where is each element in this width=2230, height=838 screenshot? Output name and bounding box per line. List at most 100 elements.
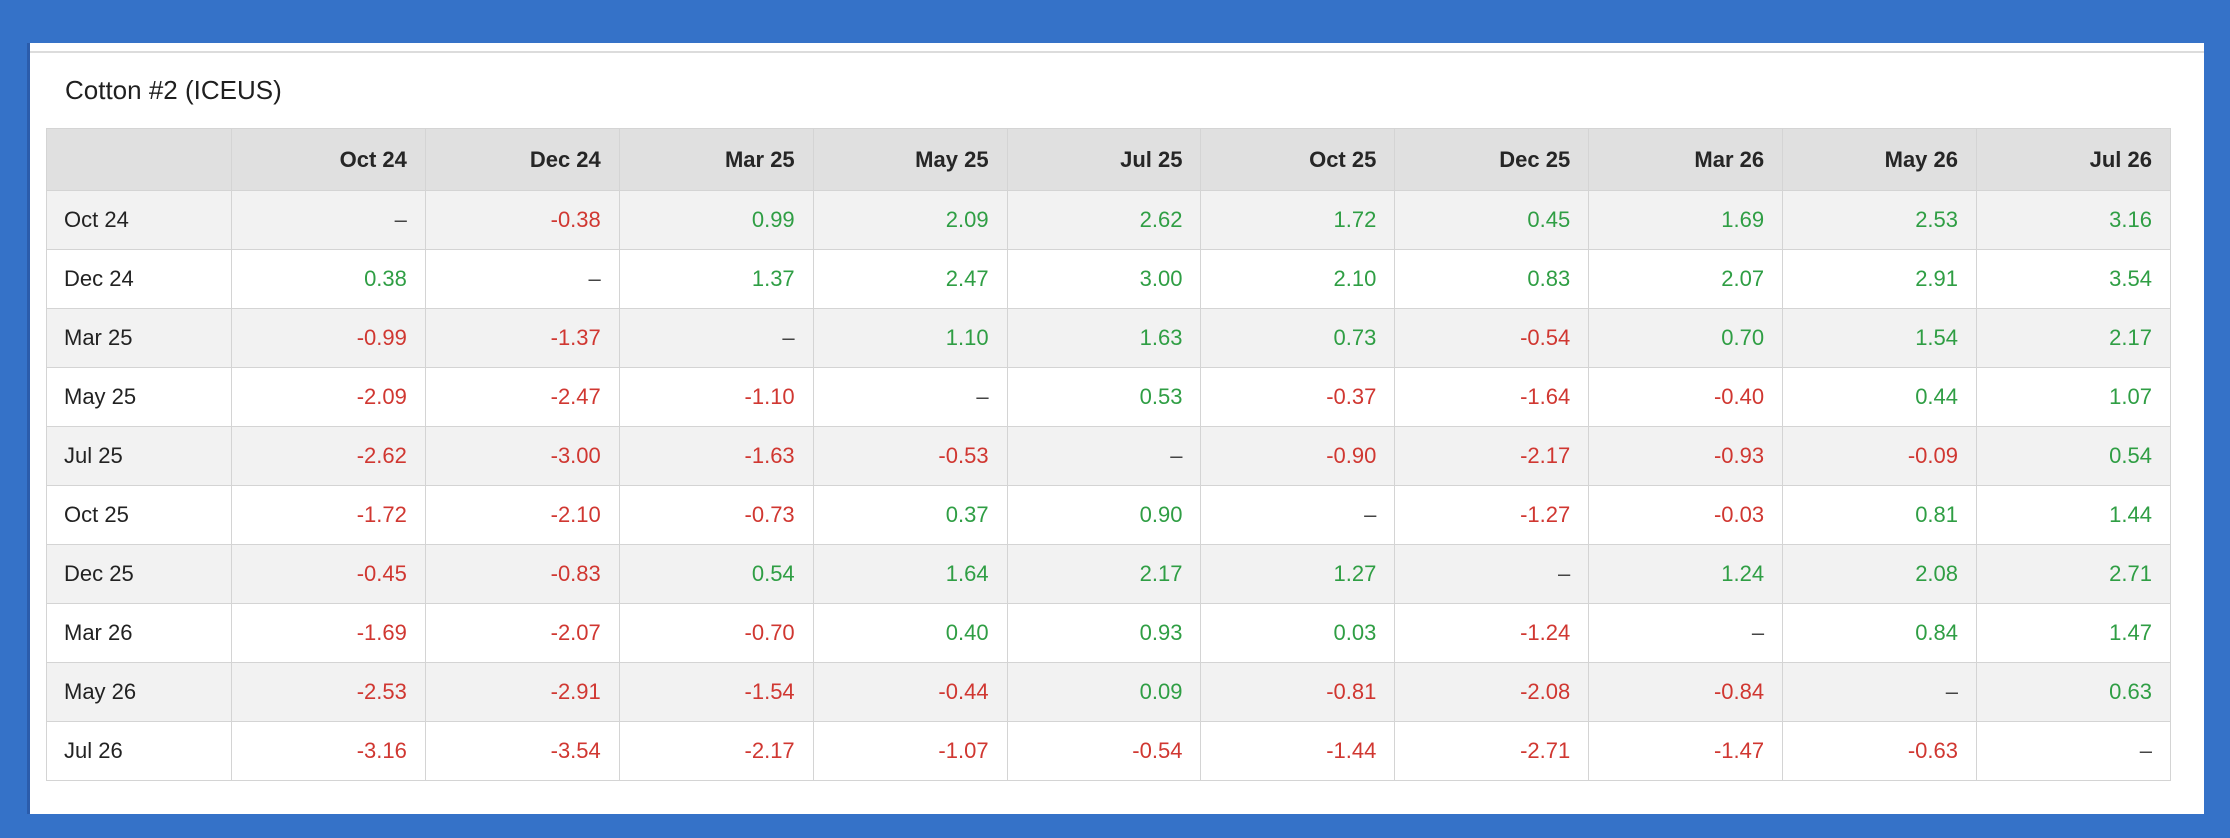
row-header: Mar 26 [46, 603, 232, 663]
row-header: May 25 [46, 367, 232, 427]
spread-cell: 0.63 [1976, 662, 2171, 722]
spread-cell: 1.07 [1976, 367, 2171, 427]
spread-cell: -0.83 [424, 544, 620, 604]
spread-cell: 3.16 [1976, 190, 2171, 250]
spread-cell: – [424, 249, 620, 309]
table-row: May 26 -2.53 -2.91 -1.54 -0.44 0.09 -0.81 -2.08… [46, 662, 2171, 722]
spread-cell: -0.84 [1588, 662, 1784, 722]
spread-cell: 1.54 [1782, 308, 1978, 368]
spread-cell: 1.44 [1976, 485, 2171, 545]
spread-cell: 0.54 [1976, 426, 2171, 486]
spread-cell: 1.37 [618, 249, 814, 309]
spread-cell: – [1394, 544, 1590, 604]
spread-cell: -3.16 [231, 721, 426, 781]
spread-cell: -1.27 [1394, 485, 1590, 545]
spread-cell: 0.83 [1394, 249, 1590, 309]
column-header: Oct 25 [1200, 128, 1396, 191]
row-header: May 26 [46, 662, 232, 722]
spread-cell: 0.81 [1782, 485, 1978, 545]
column-header: Jul 25 [1006, 128, 1202, 191]
spread-cell: -0.93 [1588, 426, 1784, 486]
spread-cell: -1.10 [618, 367, 814, 427]
spread-cell: -3.54 [424, 721, 620, 781]
spread-cell: -1.63 [618, 426, 814, 486]
spread-cell: 2.07 [1588, 249, 1784, 309]
spread-cell: 1.63 [1006, 308, 1202, 368]
column-header: Oct 24 [231, 128, 426, 191]
row-header: Jul 26 [46, 721, 232, 781]
spread-cell: 0.44 [1782, 367, 1978, 427]
spread-cell: -1.37 [424, 308, 620, 368]
spread-cell: -0.54 [1394, 308, 1590, 368]
row-header: Oct 24 [46, 190, 232, 250]
column-header: Mar 26 [1588, 128, 1784, 191]
row-header: Dec 24 [46, 249, 232, 309]
table-row: Dec 25 -0.45 -0.83 0.54 1.64 2.17 1.27–1.24 2.0… [46, 544, 2171, 604]
row-header: Dec 25 [46, 544, 232, 604]
row-header: Jul 25 [46, 426, 232, 486]
table-row: Jul 26 -3.16 -3.54 -2.17 -1.07 -0.54 -1.44 -2.7… [46, 721, 2171, 781]
spread-cell: 0.84 [1782, 603, 1978, 663]
spread-cell: -0.73 [618, 485, 814, 545]
spread-cell: -0.63 [1782, 721, 1978, 781]
spread-cell: 1.27 [1200, 544, 1396, 604]
spread-cell: -1.47 [1588, 721, 1784, 781]
spread-cell: -1.24 [1394, 603, 1590, 663]
spread-cell: 0.70 [1588, 308, 1784, 368]
table-row: Oct 24– -0.38 0.99 2.09 2.62 1.72 0.45 1.69 2.53… [46, 190, 2171, 250]
spread-cell: -0.09 [1782, 426, 1978, 486]
spread-cell: -2.17 [618, 721, 814, 781]
spread-cell: -1.69 [231, 603, 426, 663]
instrument-title: Cotton #2 (ICEUS) [65, 75, 282, 105]
column-header: Dec 24 [424, 128, 620, 191]
column-header: May 25 [812, 128, 1008, 191]
spread-cell: -0.37 [1200, 367, 1396, 427]
spread-cell: 2.17 [1976, 308, 2171, 368]
table-row: May 25 -2.09 -2.47 -1.10–0.53 -0.37 -1.64 -0.4… [46, 367, 2171, 427]
table-row: Dec 24 0.38–1.37 2.47 3.00 2.10 0.83 2.07 2.91 3… [46, 249, 2171, 309]
spread-cell: 0.03 [1200, 603, 1396, 663]
spread-cell: – [1976, 721, 2171, 781]
spread-cell: 1.10 [812, 308, 1008, 368]
spread-cell: 2.91 [1782, 249, 1978, 309]
table-row: Oct 25 -1.72 -2.10 -0.73 0.37 0.90– -1.27 -0.03… [46, 485, 2171, 545]
column-header: May 26 [1782, 128, 1978, 191]
spread-cell: -1.72 [231, 485, 426, 545]
spread-cell: 0.38 [231, 249, 426, 309]
spread-cell: 1.64 [812, 544, 1008, 604]
spread-cell: -0.81 [1200, 662, 1396, 722]
spread-cell: 2.47 [812, 249, 1008, 309]
spread-cell: -3.00 [424, 426, 620, 486]
spread-cell: -0.99 [231, 308, 426, 368]
header-row: Oct 24 Dec 24 Mar 25 May 25 Jul 25 Oct 25 Dec … [46, 128, 2171, 191]
spread-cell: 2.71 [1976, 544, 2171, 604]
spread-cell: -0.45 [231, 544, 426, 604]
column-header: Dec 25 [1394, 128, 1590, 191]
spread-cell: – [1006, 426, 1202, 486]
column-header: Mar 25 [618, 128, 814, 191]
spread-cell: 2.53 [1782, 190, 1978, 250]
spread-cell: 3.54 [1976, 249, 2171, 309]
spread-cell: -2.10 [424, 485, 620, 545]
spread-cell: -2.62 [231, 426, 426, 486]
spread-cell: -0.90 [1200, 426, 1396, 486]
spread-cell: -1.44 [1200, 721, 1396, 781]
top-strip [30, 43, 2204, 51]
spread-cell: 0.09 [1006, 662, 1202, 722]
spread-cell: 1.69 [1588, 190, 1784, 250]
spread-cell: 2.10 [1200, 249, 1396, 309]
spread-cell: 2.08 [1782, 544, 1978, 604]
spread-cell: 3.00 [1006, 249, 1202, 309]
spread-cell: 0.40 [812, 603, 1008, 663]
spread-cell: 2.62 [1006, 190, 1202, 250]
spread-matrix-widget: Cotton #2 (ICEUS) Oct 24 Dec 24 Mar 25 May … [30, 51, 2204, 781]
spread-cell: 0.99 [618, 190, 814, 250]
spread-cell: 1.24 [1588, 544, 1784, 604]
column-header: Jul 26 [1976, 128, 2171, 191]
spread-cell: 0.53 [1006, 367, 1202, 427]
spread-cell: -0.53 [812, 426, 1008, 486]
spread-cell: -0.38 [424, 190, 620, 250]
spread-cell: 0.45 [1394, 190, 1590, 250]
spread-cell: -0.44 [812, 662, 1008, 722]
